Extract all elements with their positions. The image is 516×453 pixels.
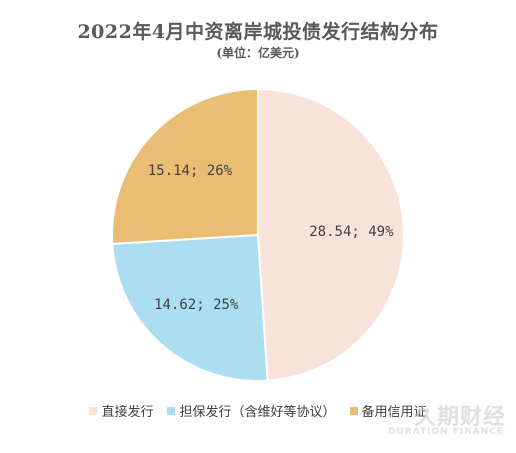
chart-subtitle: (单位：亿美元) [216, 46, 300, 60]
legend-label-sblc: 备用信用证 [361, 405, 427, 420]
watermark-logo: 久期财经 DURATION FINANCE [338, 399, 508, 445]
legend-swatch-sblc [349, 406, 358, 415]
legend-item-guarantee: 担保发行（含维好等协议） [167, 401, 336, 420]
legend-swatch-guarantee [167, 406, 176, 415]
pie-slice-direct [257, 87, 406, 382]
watermark-subtext: DURATION FINANCE [387, 427, 504, 437]
pie-slice-guarantee [111, 233, 269, 382]
legend-label-guarantee: 担保发行（含维好等协议） [179, 405, 336, 420]
data-label-sblc: 15.14; 26% [148, 163, 233, 179]
legend-label-direct: 直接发行 [101, 405, 154, 420]
chart-legend: 直接发行 担保发行（含维好等协议） 备用信用证 [0, 401, 516, 420]
legend-swatch-direct [89, 406, 98, 415]
watermark-text: 久期财经 [413, 405, 506, 430]
data-label-direct: 28.54; 49% [309, 224, 394, 240]
chart-title: 2022年4月中资离岸城投债发行结构分布 [77, 21, 439, 43]
legend-item-sblc: 备用信用证 [349, 401, 427, 420]
legend-item-direct: 直接发行 [89, 401, 153, 420]
data-label-guarantee: 14.62; 25% [154, 297, 239, 313]
pie-slice-sblc [111, 87, 259, 245]
